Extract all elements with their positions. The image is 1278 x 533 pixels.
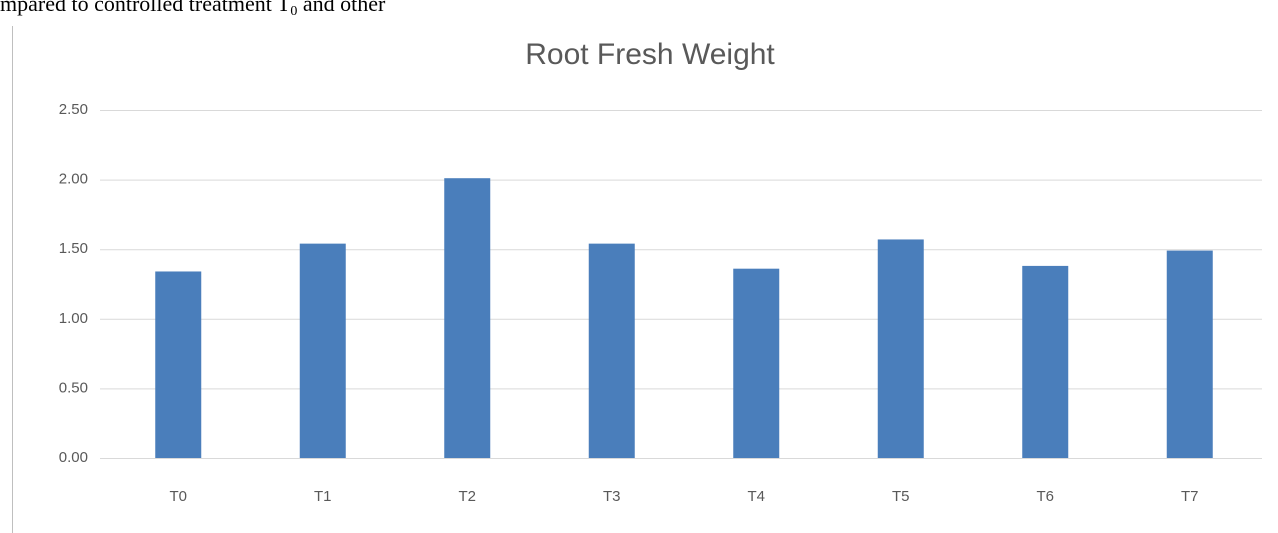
y-tick-label: 1.50 xyxy=(59,240,88,257)
y-tick-label: 0.00 xyxy=(59,449,88,466)
x-tick-label: T5 xyxy=(892,488,910,505)
header-text-part: and other xyxy=(297,0,386,16)
header-text-part: mpared to controlled treatment T xyxy=(0,0,291,16)
bar xyxy=(733,268,780,458)
chart-title: Root Fresh Weight xyxy=(525,38,775,71)
x-tick-label: T3 xyxy=(603,488,621,505)
y-tick-label: 2.00 xyxy=(59,171,88,188)
y-tick-label: 1.00 xyxy=(59,310,88,327)
header-text: mpared to controlled treatment T0 and ot… xyxy=(0,0,386,19)
bar xyxy=(588,243,635,458)
x-tick-label: T7 xyxy=(1181,488,1199,505)
x-tick-label: T2 xyxy=(458,488,476,505)
y-tick-label: 0.50 xyxy=(59,379,88,396)
bar xyxy=(877,239,924,458)
bar xyxy=(444,178,491,458)
x-tick-label: T1 xyxy=(314,488,332,505)
x-tick-label: T6 xyxy=(1036,488,1054,505)
bar xyxy=(155,271,202,458)
x-tick-label: T0 xyxy=(169,488,187,505)
y-tick-label: 2.50 xyxy=(59,101,88,118)
bar xyxy=(1166,250,1213,458)
bar xyxy=(299,243,346,458)
x-tick-label: T4 xyxy=(747,488,765,505)
header-subscript: 0 xyxy=(290,4,297,19)
bar xyxy=(1022,265,1069,458)
